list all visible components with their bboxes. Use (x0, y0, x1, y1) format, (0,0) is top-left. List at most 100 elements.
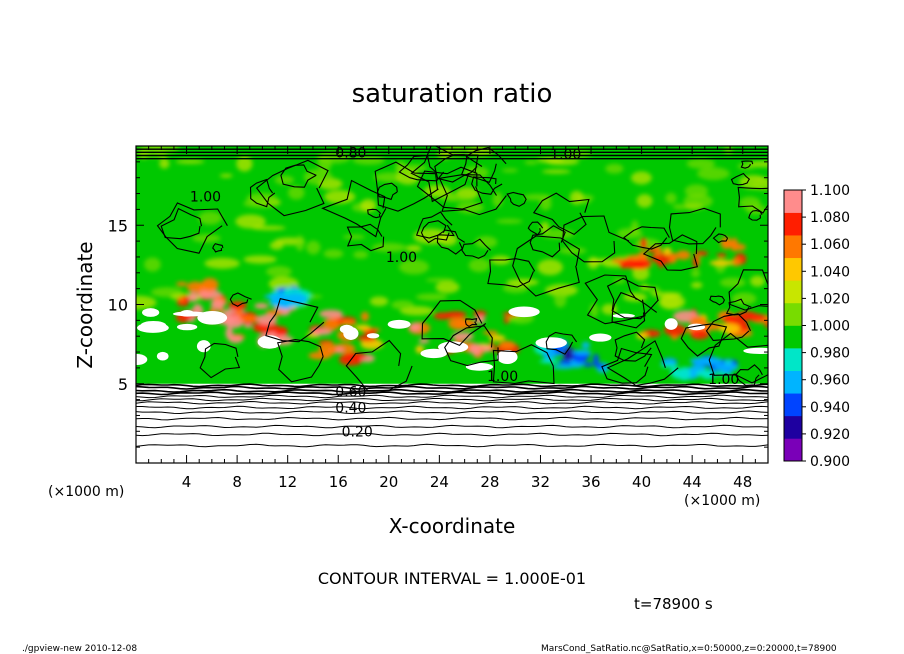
field-patch (713, 363, 739, 372)
contour-line (415, 211, 455, 239)
contour-line (562, 215, 630, 263)
colorbar-segment (784, 212, 802, 236)
contour-line (136, 391, 768, 396)
colorbar-label: 0.940 (810, 400, 850, 416)
colorbar-label: 1.020 (810, 291, 850, 307)
field-patch (319, 309, 344, 319)
field-patch (266, 266, 292, 278)
field-patch (719, 323, 741, 334)
field-patch (274, 175, 295, 185)
field-patch (663, 247, 672, 256)
contour-interval-caption: CONTOUR INTERVAL = 1.000E-01 (318, 569, 586, 588)
field-patch (238, 315, 260, 322)
field-patch (355, 324, 371, 331)
field-patch (611, 258, 625, 264)
x-tick-label: 24 (430, 473, 449, 491)
footer-right: MarsCond_SatRatio.nc@SatRatio,x=0:50000,… (541, 644, 837, 654)
contour-line (160, 207, 203, 240)
field-patch (398, 259, 430, 275)
field-patch (352, 155, 385, 165)
colorbar-segment (784, 257, 802, 281)
contour-line (740, 160, 754, 169)
field-patch (587, 256, 599, 270)
field-patch (274, 326, 288, 337)
x-tick-label: 32 (531, 473, 550, 491)
field-patch (501, 168, 519, 173)
field-patch (468, 258, 490, 273)
field-patch (697, 167, 730, 181)
field-patch (282, 293, 308, 305)
field-patch (663, 358, 677, 364)
contour-label: 1.00 (386, 250, 417, 266)
field-patch (659, 294, 686, 310)
contour-line (444, 325, 499, 367)
colorbar-segment (784, 235, 802, 259)
field-patch (690, 281, 703, 289)
contour-line (156, 202, 228, 254)
footer-left: ./gpview-new 2010-12-08 (22, 644, 137, 654)
field-patch (353, 250, 369, 259)
field-patch (589, 303, 599, 318)
contour-line (487, 258, 536, 288)
field-patch (613, 278, 626, 284)
chart-title: saturation ratio (352, 79, 553, 109)
field-patch (605, 163, 624, 174)
field-patch (719, 277, 746, 288)
field-patch (318, 342, 337, 357)
contour-line (136, 424, 768, 429)
field-patch (723, 146, 733, 155)
contour-line (136, 383, 768, 388)
colorbar-segment (784, 280, 802, 304)
cloud-patch (496, 350, 518, 364)
y-tick-label: 10 (108, 296, 128, 315)
field-patch (716, 253, 727, 258)
field-patch (695, 370, 716, 377)
cloud-patch (535, 337, 567, 349)
contour-line (545, 331, 578, 355)
contour-line (438, 174, 507, 216)
contour-labels: 0.80 1.00 1.00 1.00 1.00 1.00 0.600.40 0.20 (190, 146, 739, 440)
colorbar-label: 0.900 (810, 454, 850, 470)
cloud-patch (176, 323, 198, 331)
field-patch (251, 225, 286, 231)
field-patch (537, 259, 563, 276)
contour-line (136, 385, 768, 390)
contour-label: 1.00 (487, 369, 518, 385)
colorbar-segment (784, 190, 802, 213)
cloud-patch (508, 306, 540, 318)
colorbar-label: 1.100 (810, 183, 850, 199)
cloud-patch (589, 333, 612, 342)
cloud-patch (196, 340, 211, 353)
field-patch (678, 366, 691, 381)
colorbar-label: 0.960 (810, 373, 850, 389)
field-patch (731, 257, 741, 267)
contour-line (249, 178, 276, 208)
contour-line (229, 292, 252, 307)
x-tick-label: 40 (632, 473, 651, 491)
contour-line (712, 233, 729, 244)
y-tick-label: 15 (108, 216, 128, 235)
x-tick-label: 8 (232, 473, 242, 491)
field-patch (640, 237, 648, 250)
field-patch (621, 259, 646, 269)
contour-line (623, 226, 670, 250)
field-patch (647, 286, 661, 295)
field-patch (178, 296, 185, 302)
field-patch (690, 329, 710, 340)
colorbar-label: 1.000 (810, 319, 850, 335)
field-patch (539, 359, 560, 364)
contour-line (346, 223, 385, 252)
field-patch (210, 299, 225, 310)
x-tick-label: 44 (683, 473, 702, 491)
contour-line (136, 397, 768, 402)
cloud-patch (257, 335, 282, 349)
field-patch (540, 221, 550, 233)
colorbar-segment (784, 415, 802, 439)
cloud-patch (142, 308, 160, 317)
x-axis-ticks: 4 8 12 16 20 24 28 32 36 40 44 48 (135, 146, 769, 491)
cloud-patch (465, 362, 494, 371)
contour-line (410, 146, 479, 203)
cloud-patch (420, 348, 448, 359)
contour-line (136, 443, 768, 448)
